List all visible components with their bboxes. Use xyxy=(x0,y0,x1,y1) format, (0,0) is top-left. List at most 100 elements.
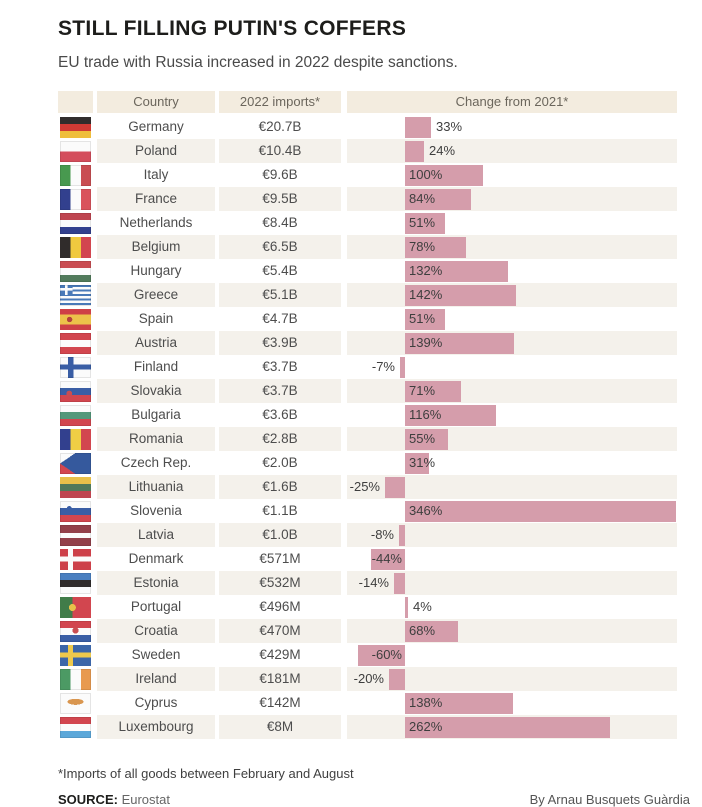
dk-flag-icon xyxy=(60,548,91,570)
imports-value: €20.7B xyxy=(258,119,302,134)
change-label: 55% xyxy=(409,431,436,446)
change-label: 138% xyxy=(409,695,443,710)
change-label: 51% xyxy=(409,311,436,326)
country-name: Netherlands xyxy=(119,215,193,230)
imports-value: €571M xyxy=(259,551,301,566)
change-bar xyxy=(405,164,483,186)
flag-cell xyxy=(58,619,93,643)
at-flag-icon xyxy=(60,332,91,354)
change-label: 100% xyxy=(409,167,443,182)
country-name: Finland xyxy=(133,359,179,374)
flag-cell xyxy=(58,427,93,451)
imports-value: €5.1B xyxy=(219,283,341,307)
table-row: Latvia €1.0B -8% xyxy=(58,523,677,547)
lu-flag-icon xyxy=(60,716,91,738)
fr-flag-icon xyxy=(60,188,91,210)
change-cell: 55% xyxy=(347,427,677,451)
imports-value: €8.4B xyxy=(262,215,298,230)
table-row: Romania €2.8B 55% xyxy=(58,427,677,451)
imports-value: €142M xyxy=(259,695,301,710)
table-row: Slovakia €3.7B 71% xyxy=(58,379,677,403)
gr-flag-icon xyxy=(60,284,91,306)
change-label: 139% xyxy=(409,335,443,350)
change-label: 33% xyxy=(436,119,463,134)
page-subtitle: EU trade with Russia increased in 2022 d… xyxy=(58,54,458,71)
change-cell: -60% xyxy=(347,643,677,667)
fi-flag-icon xyxy=(60,356,91,378)
flag-cell xyxy=(58,379,93,403)
flag-cell xyxy=(58,523,93,547)
change-label: 346% xyxy=(409,503,443,518)
flag-cell xyxy=(58,571,93,595)
lv-flag-icon xyxy=(60,524,91,546)
table-row: Czech Rep. €2.0B 31% xyxy=(58,451,677,475)
change-cell: 139% xyxy=(347,331,677,355)
country-name: Cyprus xyxy=(134,695,178,710)
nl-flag-icon xyxy=(60,212,91,234)
flag-cell xyxy=(58,211,93,235)
country-name: Estonia xyxy=(97,571,215,595)
change-label: -14% xyxy=(358,575,389,590)
column-header-change: Change from 2021* xyxy=(347,91,677,113)
sk-flag-icon xyxy=(60,380,91,402)
country-name: Bulgaria xyxy=(131,407,181,422)
table-header-row: Country 2022 imports* Change from 2021* xyxy=(58,91,677,113)
flag-cell xyxy=(58,475,93,499)
change-cell: 71% xyxy=(347,379,677,403)
ie-flag-icon xyxy=(60,668,91,690)
change-label: -7% xyxy=(371,359,395,374)
change-bar xyxy=(405,620,458,642)
column-header-country: Country xyxy=(97,91,215,113)
imports-value: €470M xyxy=(219,619,341,643)
table-row: Sweden €429M -60% xyxy=(58,643,677,667)
imports-value: €3.7B xyxy=(219,379,341,403)
imports-value: €9.5B xyxy=(219,187,341,211)
flag-cell xyxy=(58,283,93,307)
country-name: Austria xyxy=(97,331,215,355)
change-cell: 51% xyxy=(347,211,677,235)
change-bar xyxy=(400,356,405,378)
table-row: Poland €10.4B 24% xyxy=(58,139,677,163)
table-row: Estonia €532M -14% xyxy=(58,571,677,595)
flag-cell xyxy=(58,499,93,523)
change-bar xyxy=(405,404,496,426)
change-cell: -44% xyxy=(347,547,677,571)
country-name: Croatia xyxy=(97,619,215,643)
change-label: 262% xyxy=(409,719,443,734)
change-bar xyxy=(405,716,610,738)
change-cell: 142% xyxy=(347,283,677,307)
imports-value: €3.7B xyxy=(262,359,298,374)
flag-cell xyxy=(58,331,93,355)
flag-cell xyxy=(58,235,93,259)
country-name: Romania xyxy=(97,427,215,451)
imports-value: €1.0B xyxy=(219,523,341,547)
country-name: Latvia xyxy=(97,523,215,547)
change-bar xyxy=(394,572,405,594)
change-bar xyxy=(405,452,429,474)
change-cell: -8% xyxy=(347,523,677,547)
cy-flag-icon xyxy=(60,692,91,714)
change-cell: 4% xyxy=(347,595,677,619)
flag-cell xyxy=(58,163,93,187)
change-bar xyxy=(405,212,445,234)
table-row: Hungary €5.4B 132% xyxy=(58,259,677,283)
change-label: 84% xyxy=(409,191,436,206)
change-cell: 24% xyxy=(347,139,677,163)
hr-flag-icon xyxy=(60,620,91,642)
country-name: Slovenia xyxy=(130,503,182,518)
imports-value: €4.7B xyxy=(262,311,298,326)
change-label: 24% xyxy=(429,143,456,158)
table-row: Portugal €496M 4% xyxy=(58,595,677,619)
table-row: Austria €3.9B 139% xyxy=(58,331,677,355)
change-bar xyxy=(405,500,676,522)
content-area: STILL FILLING PUTIN'S COFFERS EU trade w… xyxy=(58,0,690,807)
imports-value: €2.8B xyxy=(219,427,341,451)
flag-cell xyxy=(58,595,93,619)
table-row: Greece €5.1B 142% xyxy=(58,283,677,307)
change-label: 116% xyxy=(409,407,442,422)
change-bar xyxy=(405,188,471,210)
change-cell: 262% xyxy=(347,715,677,739)
flag-cell xyxy=(58,259,93,283)
flag-cell xyxy=(58,667,93,691)
imports-value: €1.6B xyxy=(219,475,341,499)
